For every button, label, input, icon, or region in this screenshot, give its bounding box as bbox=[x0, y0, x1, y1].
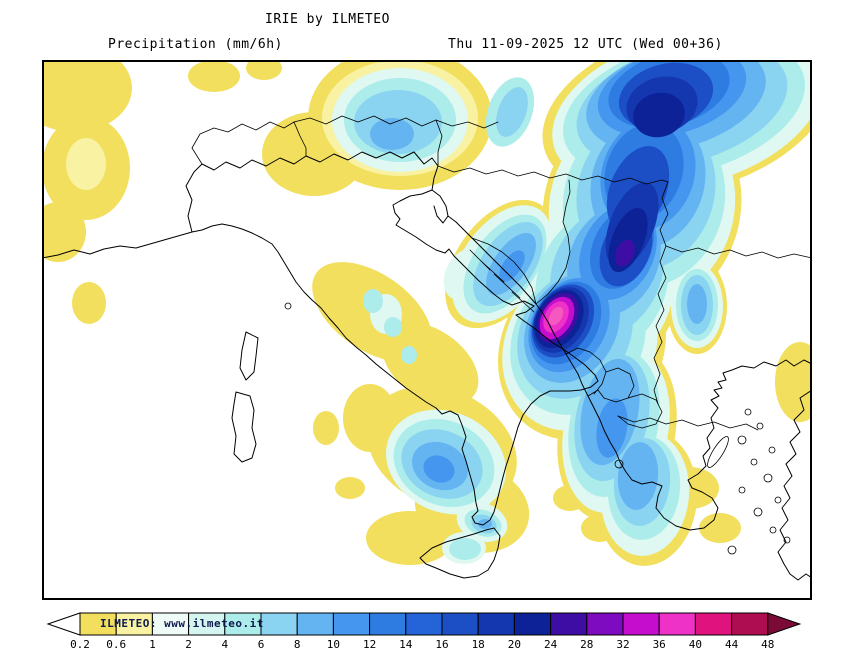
colorbar-segment bbox=[694, 612, 733, 636]
coast-balkans-greece bbox=[431, 189, 812, 531]
colorbar-segment bbox=[477, 612, 515, 636]
islands-aegean bbox=[284, 302, 791, 555]
colorbar-tick-label: 6 bbox=[257, 638, 265, 651]
colorbar-segment bbox=[586, 612, 624, 636]
colorbar-tick-label: 40 bbox=[688, 638, 703, 651]
colorbar-tick-label: 48 bbox=[761, 638, 775, 651]
colorbar-segment bbox=[332, 612, 371, 636]
colorbar-tick-label: 0.2 bbox=[70, 638, 90, 651]
colorbar-segment bbox=[296, 612, 334, 636]
colorbar-tick-label: 10 bbox=[326, 638, 341, 651]
colorbar-segment bbox=[550, 612, 588, 636]
colorbar-segment bbox=[731, 612, 769, 636]
coastlines bbox=[42, 151, 812, 581]
precip-core-peak bbox=[548, 306, 564, 326]
coast-sicily bbox=[419, 527, 501, 579]
colorbar-segment bbox=[441, 612, 479, 636]
coast-italy bbox=[185, 151, 599, 526]
colorbar-segment bbox=[405, 612, 443, 636]
colorbar-tick-label: 16 bbox=[435, 638, 449, 651]
product-label: Precipitation (mm/6h) bbox=[108, 37, 283, 52]
colorbar-scale bbox=[46, 612, 802, 636]
colorbar-underflow-arrow bbox=[46, 612, 81, 636]
coast-corsica bbox=[239, 331, 259, 381]
colorbar-tick-label: 28 bbox=[580, 638, 594, 651]
watermark: ILMETEO: www.ilmeteo.it bbox=[100, 617, 264, 630]
colorbar-segment bbox=[260, 612, 298, 636]
colorbar-tick-label: 14 bbox=[399, 638, 413, 651]
coast-turkey bbox=[777, 389, 812, 581]
coast-sardinia bbox=[231, 391, 257, 463]
colorbar-segment bbox=[513, 612, 552, 636]
colorbar: 0.2 0.6 1 2 4 6 8 10 12 14 16 18 20 24 28 32 36 40 44 48 IL… bbox=[42, 612, 812, 656]
colorbar-tick-label: 2 bbox=[185, 638, 192, 651]
coast-france bbox=[42, 231, 193, 259]
valid-time-label: Thu 11-09-2025 12 UTC (Wed 00+36) bbox=[448, 37, 723, 52]
colorbar-tick-label: 8 bbox=[293, 638, 301, 651]
colorbar-tick-label: 44 bbox=[724, 638, 739, 651]
colorbar-tick-label: 32 bbox=[616, 638, 630, 651]
colorbar-tick-label: 36 bbox=[652, 638, 666, 651]
colorbar-tick-label: 12 bbox=[362, 638, 377, 651]
colorbar-tick-label: 0.6 bbox=[106, 638, 127, 651]
colorbar-tick-label: 20 bbox=[507, 638, 522, 651]
islands-dalmatia bbox=[469, 249, 535, 313]
page-title: IRIE by ILMETEO bbox=[265, 12, 390, 27]
precipitation-map bbox=[42, 60, 812, 600]
map-border bbox=[42, 60, 812, 600]
colorbar-segment bbox=[622, 612, 660, 636]
colorbar-tick-label: 24 bbox=[543, 638, 558, 651]
colorbar-overflow-arrow bbox=[767, 612, 802, 636]
colorbar-tick-label: 1 bbox=[149, 638, 156, 651]
colorbar-segment bbox=[658, 612, 696, 636]
colorbar-tick-label: 4 bbox=[221, 638, 229, 651]
country-borders bbox=[191, 115, 812, 431]
colorbar-tick-label: 18 bbox=[471, 638, 485, 651]
colorbar-segment bbox=[369, 612, 407, 636]
